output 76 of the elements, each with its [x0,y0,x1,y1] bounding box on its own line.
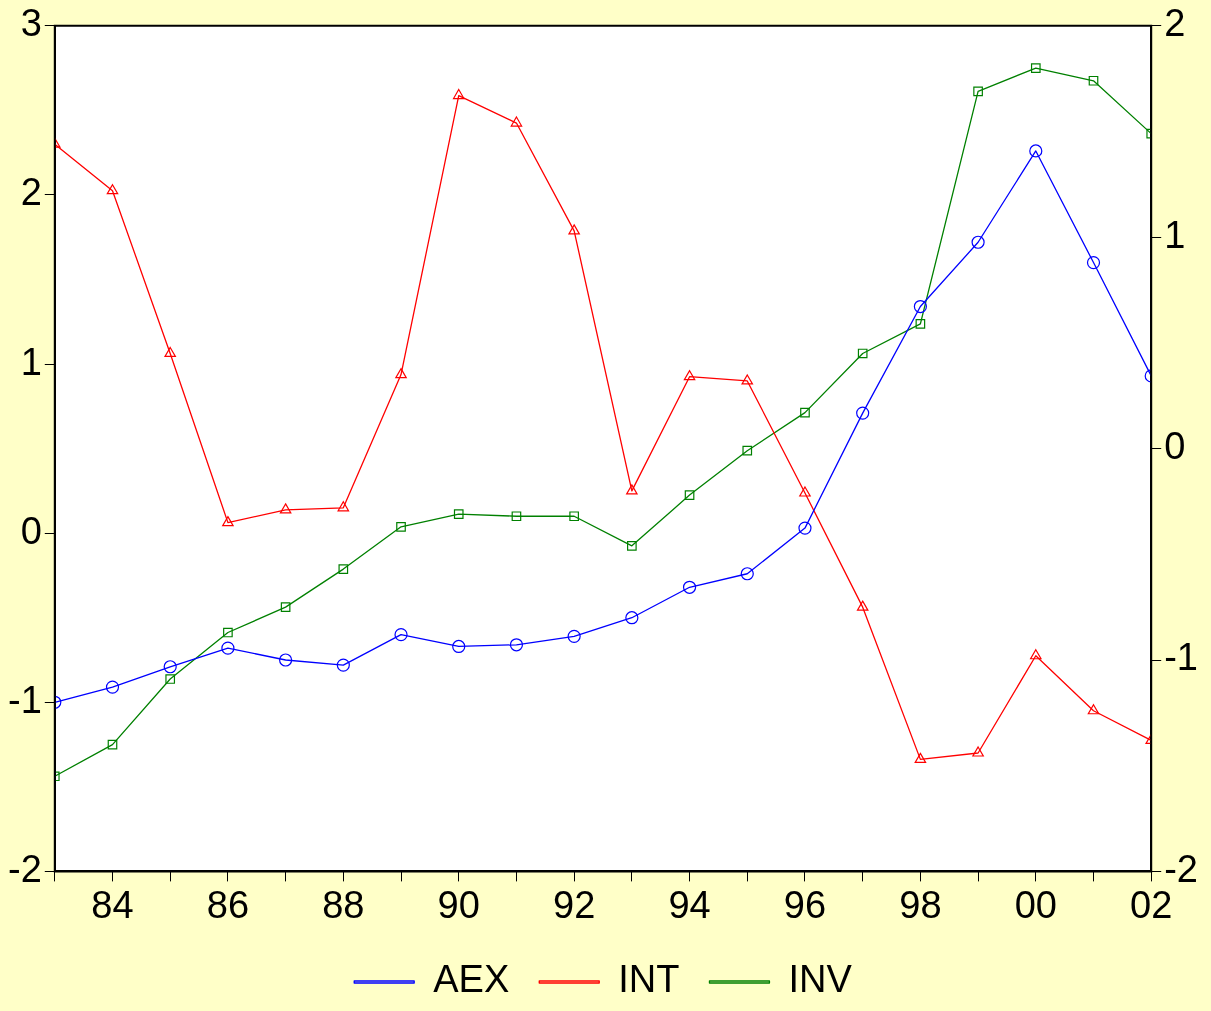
point [626,484,638,495]
point [279,503,292,514]
point [1030,63,1041,73]
x-tick-label: 88 [322,883,365,926]
x-tick-label: 96 [783,883,827,926]
point [163,660,177,674]
point [627,541,637,551]
point [914,752,927,763]
point [741,374,754,385]
point [280,602,291,612]
point [511,511,522,522]
point [279,653,293,667]
point [971,235,985,249]
point [857,348,868,359]
point [800,407,810,418]
point [567,629,581,643]
point [973,86,983,97]
y2-tick-label: 0 [1164,425,1186,468]
point [915,319,926,329]
point [856,600,869,611]
point [452,88,465,100]
y-tick-label: 2 [20,171,42,214]
legend-label: INV [788,958,853,1001]
point [336,658,350,672]
point [107,739,118,750]
point [740,567,754,581]
point [223,627,233,638]
legend-label: INT [618,958,680,1001]
point [683,370,696,381]
y-tick-label: 3 [20,2,42,45]
point [106,184,119,195]
point [164,346,176,358]
point [742,445,753,456]
legend-label: AEX [433,958,510,1001]
x-tick-label: 98 [899,883,942,926]
point [337,501,350,512]
point [684,490,695,500]
x-tick-label: 86 [206,883,250,926]
x-tick-label: 84 [91,883,134,926]
point [338,564,349,574]
x-tick-label: 90 [437,883,480,926]
y-tick-label: 1 [20,340,42,383]
point [682,580,697,594]
point [798,521,812,535]
y-tick-label: 0 [20,509,42,552]
point [396,521,406,532]
point [165,674,176,684]
point [1030,649,1042,660]
point [452,639,466,654]
point [221,641,235,655]
point [799,486,811,497]
point [395,368,407,379]
x-tick-label: 94 [668,883,711,926]
point [105,680,120,694]
point [568,224,580,235]
point [1088,75,1099,86]
point [1086,255,1101,270]
point [913,299,927,314]
point [625,611,639,625]
x-tick-label: 00 [1014,883,1057,926]
point [510,116,523,127]
y2-tick-label: -1 [1164,636,1199,679]
point [222,515,234,527]
y-tick-label: -1 [7,678,42,721]
point [972,746,984,757]
y2-tick-label: 1 [1164,213,1186,256]
point [1029,144,1043,158]
x-tick-label: 92 [553,883,596,926]
point [569,511,579,522]
point [856,406,870,420]
point [394,628,408,642]
point [453,509,464,519]
y-tick-label: -2 [7,847,42,890]
point [1087,704,1100,715]
point [509,638,524,652]
y2-tick-label: 2 [1164,2,1186,45]
